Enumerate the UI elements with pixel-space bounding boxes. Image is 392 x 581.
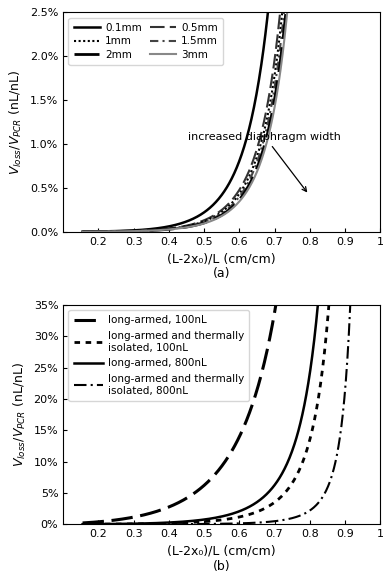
- Legend: 0.1mm, 1mm, 2mm, 0.5mm, 1.5mm, 3mm: 0.1mm, 1mm, 2mm, 0.5mm, 1.5mm, 3mm: [69, 17, 223, 65]
- Y-axis label: $V_{loss}/V_{PCR}$ (nL/nL): $V_{loss}/V_{PCR}$ (nL/nL): [8, 70, 24, 174]
- X-axis label: (L-2x₀)/L (cm/cm)
(a): (L-2x₀)/L (cm/cm) (a): [167, 252, 276, 280]
- Text: increased diaphragm width: increased diaphragm width: [188, 131, 341, 192]
- X-axis label: (L-2x₀)/L (cm/cm)
(b): (L-2x₀)/L (cm/cm) (b): [167, 544, 276, 573]
- Legend: long-armed, 100nL, long-armed and thermally
isolated, 100nL, long-armed, 800nL, : long-armed, 100nL, long-armed and therma…: [69, 310, 249, 401]
- Y-axis label: $V_{loss}/V_{PCR}$ (nL/nL): $V_{loss}/V_{PCR}$ (nL/nL): [12, 362, 28, 467]
